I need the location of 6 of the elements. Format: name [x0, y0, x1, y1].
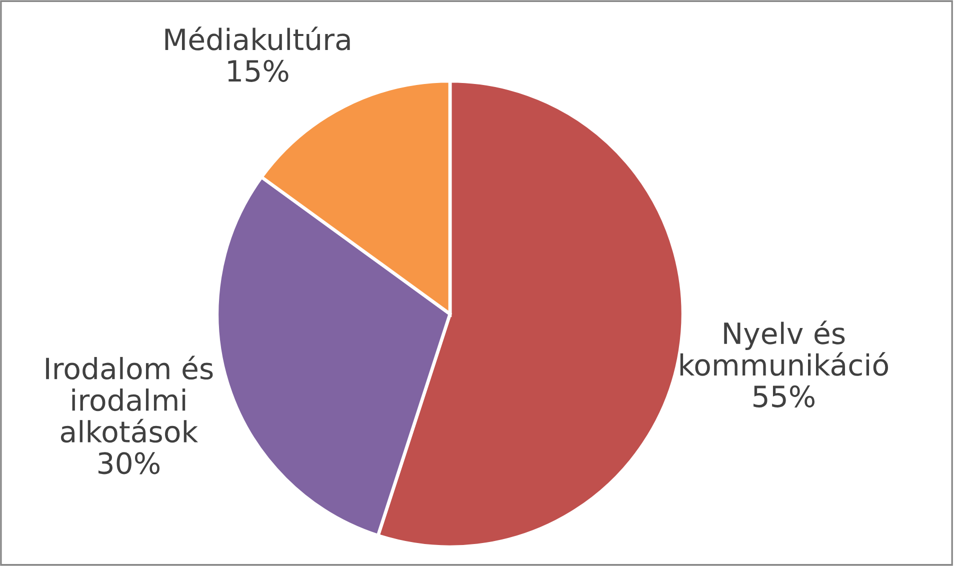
- data-label: 15%: [228, 60, 288, 82]
- data-label: 30%: [98, 452, 160, 474]
- slice-label: Irodalom és irodalmi alkotások: [46, 356, 213, 443]
- slice-label: Médiakultúra: [165, 26, 350, 50]
- data-label: 55%: [754, 385, 814, 408]
- slice-label: Nyelv és kommunikáció: [680, 320, 888, 376]
